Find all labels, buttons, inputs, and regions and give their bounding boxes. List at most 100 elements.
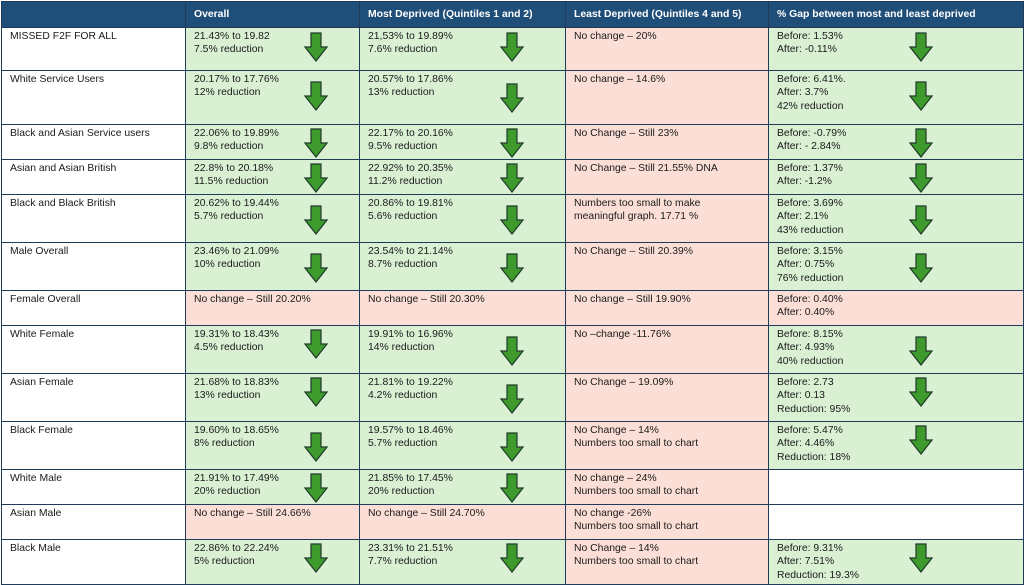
down-arrow-icon — [909, 163, 933, 193]
down-arrow-icon — [500, 432, 524, 462]
cell-text-line: After: 0.13 — [777, 390, 825, 402]
row-label: Asian Female — [1, 373, 186, 422]
cell-text-line: Before: 9.31% — [777, 543, 843, 554]
down-arrow-icon — [304, 432, 328, 462]
cell-overall: 22.86% to 22.24% 5% reduction — [185, 539, 360, 585]
cell-most-deprived: 20.86% to 19.81% 5.6% reduction — [359, 194, 566, 243]
row-label: Asian and Asian British — [1, 159, 186, 195]
cell-overall: 21.43% to 19.82 7.5% reduction — [185, 27, 360, 71]
cell-text-line: No Change – Still 21.55% DNA — [574, 163, 718, 174]
cell-least-deprived: Numbers too small to make meaningful grap… — [565, 194, 769, 243]
cell-least-deprived: No change – 24% Numbers too small to char… — [565, 469, 769, 505]
row-label: Female Overall — [1, 290, 186, 326]
cell-text-line: 22.86% to 22.24% — [194, 543, 279, 554]
cell-most-deprived: No change – Still 20.30% — [359, 290, 566, 326]
down-arrow-icon — [909, 32, 933, 62]
cell-text-line: 20.57% to 17.86% — [368, 74, 453, 85]
cell-text-line: Numbers too small to make — [574, 198, 701, 209]
cell-most-deprived: 19.57% to 18.46% 5.7% reduction — [359, 421, 566, 470]
cell-text-line: 43% reduction — [777, 224, 844, 236]
down-arrow-icon — [500, 32, 524, 62]
down-arrow-icon — [909, 253, 933, 283]
row-label: Black and Asian Service users — [1, 124, 186, 160]
cell-text-line: 11.2% reduction — [368, 176, 443, 188]
cell-least-deprived: No change – 20% — [565, 27, 769, 71]
table-row: Asian Female 21.68% to 18.83% 13% reductio… — [1, 373, 1024, 422]
cell-text-line: 19.57% to 18.46% — [368, 425, 453, 436]
cell-text-line: After: - 2.84% — [777, 141, 841, 153]
cell-gap: Before: 3.15% After: 0.75% 76% reduction — [768, 242, 1024, 291]
row-label: MISSED F2F FOR ALL — [1, 27, 186, 71]
down-arrow-icon — [304, 128, 328, 158]
cell-least-deprived: No Change – Still 21.55% DNA — [565, 159, 769, 195]
down-arrow-icon — [304, 32, 328, 62]
cell-text-line: 10% reduction — [194, 259, 261, 271]
down-arrow-icon — [304, 543, 328, 573]
cell-gap: Before: 8.15% After: 4.93% 40% reduction — [768, 325, 1024, 374]
cell-text-line: 19.31% to 18.43% — [194, 329, 279, 340]
cell-text-line: After: 7.51% — [777, 556, 835, 568]
cell-text-line: 7.5% reduction — [194, 44, 264, 56]
down-arrow-icon — [909, 425, 933, 455]
down-arrow-icon — [500, 253, 524, 283]
cell-text-line: Before: 8.15% — [777, 329, 843, 340]
cell-overall: 21.91% to 17.49% 20% reduction — [185, 469, 360, 505]
cell-text-line: No change -26% — [574, 508, 652, 519]
cell-text-line: 21.43% to 19.82 — [194, 31, 270, 42]
table-row: Black Male 22.86% to 22.24% 5% reduction 23… — [1, 539, 1024, 585]
down-arrow-icon — [304, 163, 328, 193]
cell-text-line: No Change – Still 23% — [574, 128, 679, 139]
cell-text-line: After: 4.93% — [777, 342, 835, 354]
down-arrow-icon — [909, 336, 933, 366]
down-arrow-icon — [304, 81, 328, 111]
down-arrow-icon — [304, 329, 328, 359]
cell-text-line: 19.60% to 18.65% — [194, 425, 279, 436]
cell-text-line: 22.8% to 20.18% — [194, 163, 274, 174]
cell-text-line: 21.68% to 18.83% — [194, 377, 279, 388]
cell-most-deprived: 20.57% to 17.86% 13% reduction — [359, 70, 566, 125]
row-label: Black Male — [1, 539, 186, 585]
down-arrow-icon — [500, 205, 524, 235]
cell-text-line: meaningful graph. 17.71 % — [574, 211, 699, 223]
row-label: Asian Male — [1, 504, 186, 540]
cell-text-line: 40% reduction — [777, 355, 844, 367]
down-arrow-icon — [304, 377, 328, 407]
cell-text-line: 42% reduction — [777, 100, 844, 112]
cell-least-deprived: No change -26% Numbers too small to chart — [565, 504, 769, 540]
cell-text-line: 9.8% reduction — [194, 141, 264, 153]
cell-text-line: 76% reduction — [777, 272, 844, 284]
cell-gap — [768, 469, 1024, 505]
down-arrow-icon — [909, 205, 933, 235]
cell-text-line: 5.6% reduction — [368, 211, 438, 223]
cell-least-deprived: No Change – 19.09% — [565, 373, 769, 422]
cell-text-line: 20.62% to 19.44% — [194, 198, 279, 209]
cell-gap: Before: 0.40% After: 0.40% — [768, 290, 1024, 326]
cell-text-line: 5.7% reduction — [368, 438, 438, 450]
cell-text-line: 22.06% to 19.89% — [194, 128, 279, 139]
table-row: Asian Male No change – Still 24.66% No cha… — [1, 504, 1024, 540]
row-label: White Male — [1, 469, 186, 505]
down-arrow-icon — [500, 336, 524, 366]
header-gap: % Gap between most and least deprived — [768, 1, 1024, 28]
cell-text-line: No change – Still 20.30% — [368, 294, 485, 305]
cell-overall: No change – Still 24.66% — [185, 504, 360, 540]
cell-overall: 23.46% to 21.09% 10% reduction — [185, 242, 360, 291]
header-most-deprived: Most Deprived (Quintiles 1 and 2) — [359, 1, 566, 28]
cell-least-deprived: No change – Still 19.90% — [565, 290, 769, 326]
table-row: Female Overall No change – Still 20.20% No… — [1, 290, 1024, 326]
cell-text-line: 20.86% to 19.81% — [368, 198, 453, 209]
cell-text-line: 5% reduction — [194, 556, 255, 568]
cell-text-line: Before: 6.41%. — [777, 74, 846, 85]
cell-text-line: After: 3.7% — [777, 87, 829, 99]
cell-text-line: No change – Still 24.70% — [368, 508, 485, 519]
cell-text-line: No change – Still 20.20% — [194, 294, 311, 305]
down-arrow-icon — [304, 205, 328, 235]
row-label: White Service Users — [1, 70, 186, 125]
table-row: Male Overall 23.46% to 21.09% 10% reductio… — [1, 242, 1024, 291]
down-arrow-icon — [500, 163, 524, 193]
cell-text-line: Before: 3.15% — [777, 246, 843, 257]
row-label: Black Female — [1, 421, 186, 470]
cell-text-line: Before: 3.69% — [777, 198, 843, 209]
cell-text-line: Before: 1.37% — [777, 163, 843, 174]
cell-least-deprived: No Change – 14% Numbers too small to char… — [565, 539, 769, 585]
